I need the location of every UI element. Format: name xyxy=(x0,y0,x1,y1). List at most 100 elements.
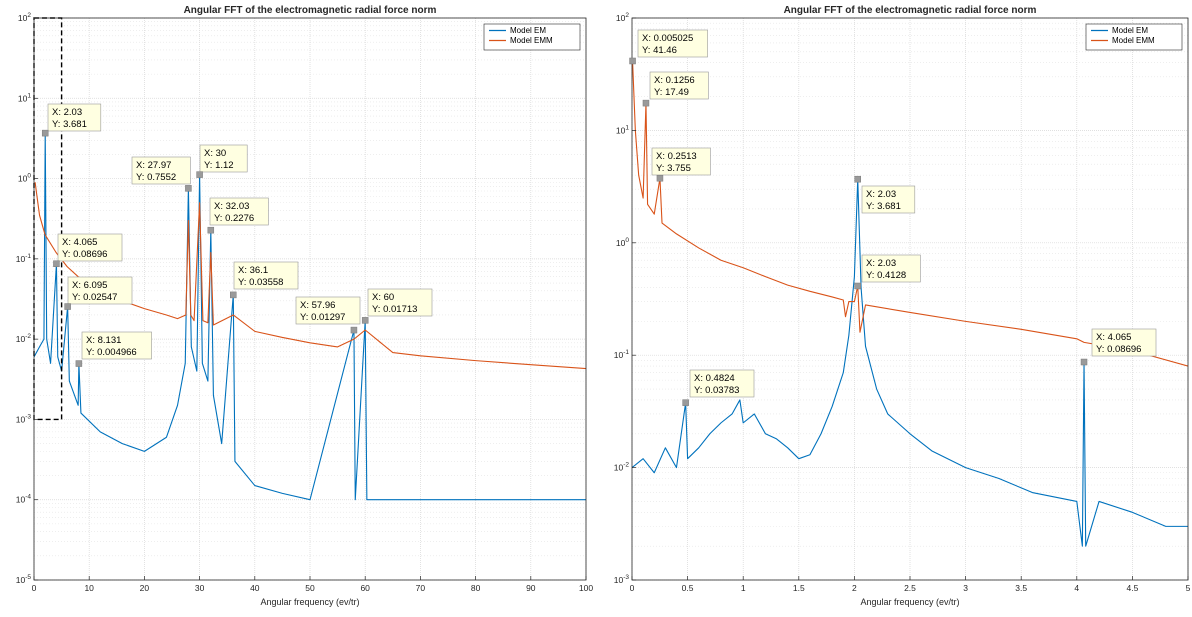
datatip-x-label: X: 0.1256 xyxy=(654,75,695,86)
y-tick-label: 10-1 xyxy=(16,253,32,264)
datatip-y-label: Y: 0.4128 xyxy=(866,270,906,281)
datatip[interactable]: X: 2.03Y: 3.681 xyxy=(854,175,916,214)
chart-panel-right[interactable]: 0 0.5 1 1.5 2 2.5 3 3.5 4 4.5 5 10-3 10-2 10-1 100 101 1… xyxy=(614,5,1191,607)
datatip-box xyxy=(651,147,711,176)
series-line-model-em xyxy=(632,178,1188,547)
datatip-y-label: Y: 0.03558 xyxy=(238,277,283,288)
datatip-x-label: X: 4.065 xyxy=(62,237,97,248)
datatip-box xyxy=(861,254,921,283)
datatip-y-label: Y: 0.2276 xyxy=(214,213,254,224)
y-tick-label: 10-1 xyxy=(614,349,630,360)
x-tick-label: 1.5 xyxy=(793,583,805,593)
y-tick-label: 10-3 xyxy=(16,413,32,424)
series-line-model-emm xyxy=(632,60,1188,367)
datatip-box xyxy=(637,29,708,58)
x-tick-label: 50 xyxy=(305,583,315,593)
datatip-box xyxy=(295,296,361,325)
datatip-box xyxy=(367,288,433,317)
x-tick-label: 80 xyxy=(471,583,481,593)
datatip[interactable]: X: 30Y: 1.12 xyxy=(196,144,248,178)
datatip-y-label: Y: 3.755 xyxy=(656,163,691,174)
datatip-box xyxy=(81,331,152,360)
datatip-marker xyxy=(196,171,203,178)
datatip-box xyxy=(57,233,123,262)
datatip-x-label: X: 0.2513 xyxy=(656,151,697,162)
datatip-x-label: X: 8.131 xyxy=(86,335,121,346)
datatip-marker xyxy=(854,175,861,183)
datatip[interactable]: X: 57.96Y: 0.01297 xyxy=(295,296,361,334)
datatip[interactable]: X: 27.97Y: 0.7552 xyxy=(131,156,192,192)
y-tick-label: 101 xyxy=(616,124,629,135)
y-tick-label: 102 xyxy=(616,12,629,23)
datatip-x-label: X: 6.095 xyxy=(72,280,107,291)
datatip-marker xyxy=(682,399,689,406)
datatip-box xyxy=(47,103,102,132)
datatip-y-label: Y: 17.49 xyxy=(654,87,689,98)
chart-panel-left[interactable]: 0 10 20 30 40 50 60 70 80 90 100 10-5 10-4 10-3 10-2 10… xyxy=(16,5,594,607)
x-tick-label: 3.5 xyxy=(1015,583,1027,593)
legend-entry: Model EM xyxy=(510,26,546,35)
datatip-marker xyxy=(629,57,636,65)
y-tick-label: 101 xyxy=(18,92,31,103)
x-axis-label: Angular frequency (ev/tr) xyxy=(260,597,359,607)
datatip-marker xyxy=(230,291,237,299)
datatip-box xyxy=(209,197,269,226)
datatip-marker xyxy=(350,326,358,334)
x-tick-label: 0 xyxy=(32,583,37,593)
datatip-x-label: X: 0.4824 xyxy=(694,373,735,384)
datatip-box xyxy=(1091,328,1157,357)
legend-box xyxy=(483,23,581,51)
datatip[interactable]: X: 36.1Y: 0.03558 xyxy=(230,261,299,299)
datatip-marker xyxy=(207,226,215,234)
datatip-x-label: X: 30 xyxy=(204,148,226,159)
datatip-x-label: X: 57.96 xyxy=(300,300,335,311)
x-tick-label: 1 xyxy=(741,583,746,593)
datatip[interactable]: X: 2.03Y: 3.681 xyxy=(41,103,102,137)
datatip-box xyxy=(861,185,916,214)
datatip-box xyxy=(199,144,248,173)
x-tick-label: 4 xyxy=(1074,583,1079,593)
chart-title: Angular FFT of the electromagnetic radia… xyxy=(784,5,1037,16)
x-tick-label: 60 xyxy=(360,583,370,593)
datatip[interactable]: X: 32.03Y: 0.2276 xyxy=(207,197,269,234)
y-tick-label: 100 xyxy=(616,237,629,248)
datatip-box xyxy=(131,156,191,185)
x-tick-label: 5 xyxy=(1186,583,1191,593)
y-tick-label: 10-5 xyxy=(16,574,32,585)
datatip-y-label: Y: 0.08696 xyxy=(62,249,107,260)
datatip-box xyxy=(233,261,299,290)
datatip-marker xyxy=(1080,358,1088,366)
x-tick-label: 100 xyxy=(579,583,593,593)
datatip-marker xyxy=(185,185,192,192)
x-tick-label: 10 xyxy=(84,583,94,593)
datatip-y-label: Y: 3.681 xyxy=(52,119,87,130)
y-tick-label: 10-2 xyxy=(614,462,630,473)
datatip-marker xyxy=(361,317,369,324)
datatip-x-label: X: 27.97 xyxy=(136,160,171,171)
datatip[interactable]: X: 2.03Y: 0.4128 xyxy=(854,254,921,290)
x-tick-label: 0 xyxy=(630,583,635,593)
datatip-x-label: X: 2.03 xyxy=(52,107,82,118)
datatip-marker xyxy=(656,174,664,182)
x-tick-label: 20 xyxy=(140,583,150,593)
datatip-y-label: Y: 0.7552 xyxy=(136,172,176,183)
x-tick-label: 2 xyxy=(852,583,857,593)
datatip-marker xyxy=(642,99,650,107)
datatip-y-label: Y: 0.03783 xyxy=(694,385,739,396)
datatip[interactable]: X: 60Y: 0.01713 xyxy=(361,288,433,324)
datatip-y-label: Y: 41.46 xyxy=(642,45,677,56)
datatip-marker xyxy=(854,282,861,290)
datatip-box xyxy=(689,369,755,398)
datatip-x-label: X: 2.03 xyxy=(866,258,896,269)
